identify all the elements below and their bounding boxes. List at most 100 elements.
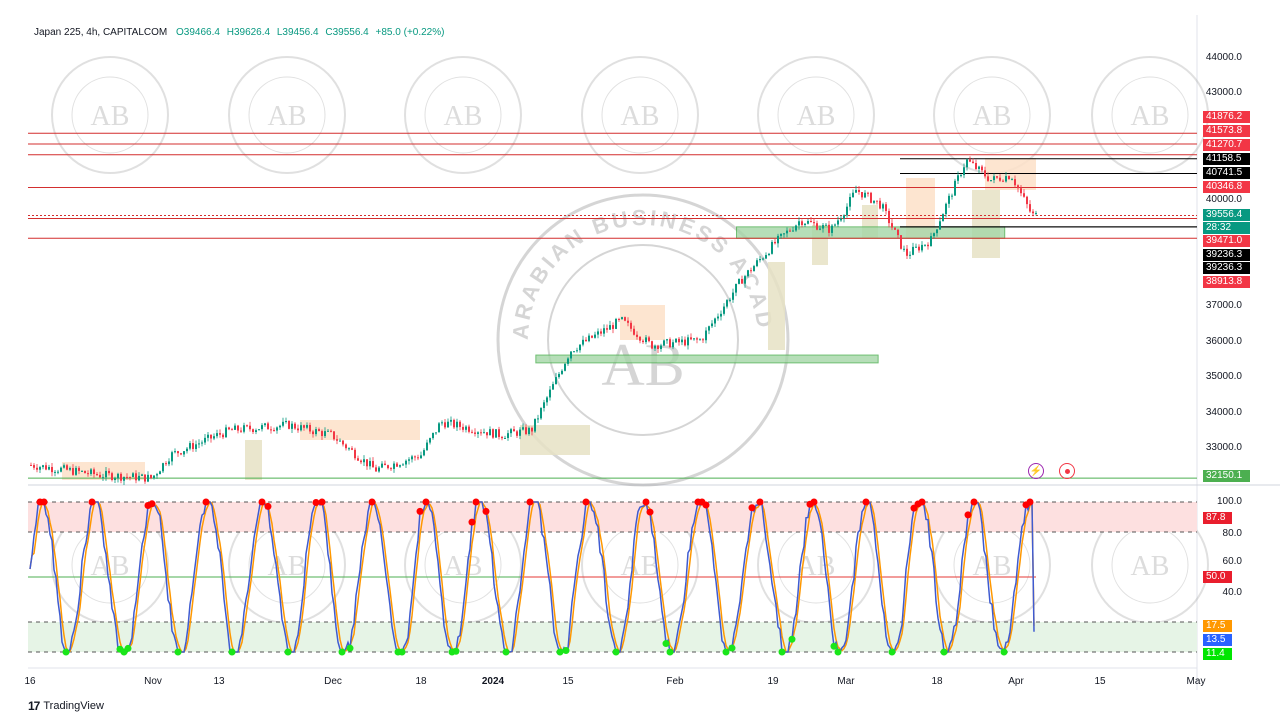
- candle-body: [870, 192, 872, 203]
- osc-tag: 11.4: [1203, 648, 1232, 660]
- candle-body: [303, 425, 305, 428]
- candle-body: [735, 283, 737, 293]
- candle-body: [840, 218, 842, 221]
- candle-body: [216, 433, 218, 437]
- candle-body: [672, 342, 674, 348]
- candle-body: [108, 470, 110, 474]
- low-value: L39456.4: [276, 27, 319, 38]
- candle-body: [930, 236, 932, 247]
- candle-body: [411, 456, 413, 460]
- candle-body: [135, 473, 137, 481]
- osc-tag: 13.5: [1203, 634, 1232, 646]
- candle-body: [429, 438, 431, 443]
- candle-body: [225, 427, 227, 438]
- lightning-icon[interactable]: ⚡: [1028, 463, 1044, 479]
- candle-body: [933, 233, 935, 237]
- tradingview-brand: TradingView: [43, 700, 104, 712]
- candle-body: [138, 475, 140, 481]
- candle-body: [483, 432, 485, 434]
- candle-body: [537, 418, 539, 420]
- candle-body: [84, 470, 86, 474]
- candle-body: [261, 425, 263, 430]
- watermark-ring: [1111, 76, 1189, 154]
- candle-body: [198, 443, 200, 445]
- candle-body: [981, 166, 983, 171]
- time-axis-label: 16: [24, 676, 36, 687]
- candle-body: [201, 442, 203, 444]
- time-axis-label: Nov: [144, 676, 162, 687]
- overbought-dot: [202, 498, 210, 506]
- price-tag: 32150.1: [1203, 470, 1250, 482]
- candle-body: [654, 345, 656, 349]
- candle-body: [678, 338, 680, 343]
- tradingview-logo[interactable]: 17 TradingView: [28, 699, 104, 713]
- candle-body: [168, 461, 170, 465]
- candle-body: [279, 425, 281, 428]
- candle-body: [753, 266, 755, 272]
- candle-body: [252, 429, 254, 432]
- candle-body: [96, 474, 98, 476]
- candle-body: [639, 336, 641, 341]
- candle-body: [867, 192, 869, 194]
- oversold-dot: [398, 648, 406, 656]
- watermark-ring: [51, 56, 169, 174]
- candles: [30, 156, 1037, 485]
- price-tag: 28:32: [1203, 222, 1250, 234]
- time-axis-label: 18: [931, 676, 943, 687]
- candle-body: [384, 463, 386, 466]
- candle-body: [36, 467, 38, 470]
- candle-body: [942, 214, 944, 222]
- overbought-dot: [862, 498, 870, 506]
- candle-body: [900, 235, 902, 249]
- candle-body: [669, 339, 671, 348]
- overbought-dot: [810, 498, 818, 506]
- overbought-dot: [748, 504, 756, 512]
- candle-body: [441, 422, 443, 424]
- target-icon[interactable]: [1059, 463, 1075, 479]
- candle-body: [996, 176, 998, 178]
- tv-logo-icon: 17: [28, 699, 40, 713]
- candle-body: [903, 248, 905, 250]
- candle-body: [309, 425, 311, 432]
- time-axis-label: 13: [213, 676, 225, 687]
- price-tag: 39236.3: [1203, 249, 1250, 261]
- candle-body: [333, 431, 335, 440]
- candle-body: [171, 452, 173, 462]
- watermark-monogram: AB: [444, 101, 483, 132]
- candle-body: [507, 433, 509, 438]
- candle-body: [684, 339, 686, 346]
- candle-body: [1017, 185, 1019, 189]
- candle-body: [228, 427, 230, 430]
- candle-body: [1032, 211, 1034, 214]
- candle-body: [312, 431, 314, 435]
- candle-body: [897, 229, 899, 236]
- candle-body: [783, 233, 785, 235]
- candle-body: [987, 176, 989, 181]
- candle-body: [789, 230, 791, 232]
- candle-body: [159, 471, 161, 475]
- candle-body: [204, 437, 206, 443]
- candle-body: [405, 460, 407, 465]
- close-value: C39556.4: [325, 27, 369, 38]
- candle-body: [1029, 204, 1031, 212]
- candle-body: [627, 320, 629, 323]
- watermark-monogram: AB: [621, 101, 660, 132]
- candle-body: [843, 215, 845, 219]
- osc-axis-label: 100.0: [1216, 496, 1242, 507]
- candle-body: [501, 436, 503, 439]
- overbought-dot: [1026, 498, 1034, 506]
- candle-body: [570, 351, 572, 359]
- time-axis-label: 15: [1094, 676, 1106, 687]
- candle-body: [657, 345, 659, 350]
- candle-body: [1002, 180, 1004, 182]
- candle-body: [750, 270, 752, 272]
- candle-body: [861, 192, 863, 198]
- candle-body: [723, 306, 725, 314]
- candle-body: [297, 428, 299, 431]
- candle-body: [249, 425, 251, 430]
- candle-body: [357, 458, 359, 461]
- candle-body: [732, 292, 734, 300]
- candle-body: [801, 221, 803, 226]
- candle-body: [924, 244, 926, 246]
